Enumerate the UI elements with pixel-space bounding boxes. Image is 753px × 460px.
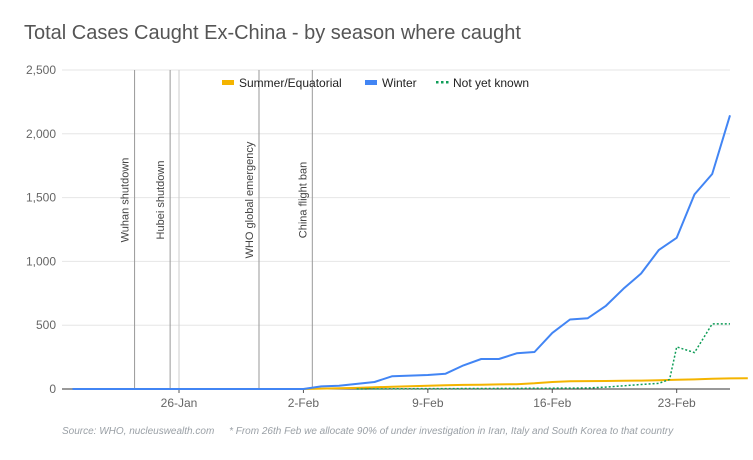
chart-footer: Source: WHO, nucleuswealth.com * From 26… (62, 426, 685, 437)
annotation-label: Hubei shutdown (155, 161, 167, 240)
x-tick-label: 9-Feb (412, 396, 444, 410)
legend-label: Summer/Equatorial (239, 76, 342, 90)
legend-swatch (222, 80, 234, 85)
legend-swatch (441, 81, 444, 84)
legend-label: Not yet known (453, 76, 529, 90)
legend-swatch (436, 81, 439, 84)
annotation-label: Wuhan shutdown (120, 158, 132, 243)
source-note: Source: WHO, nucleuswealth.com (62, 426, 215, 437)
y-tick-label: 1,000 (26, 254, 56, 268)
series-line-not-yet-known (356, 323, 730, 390)
y-tick-label: 0 (49, 382, 56, 396)
series-line-winter (72, 115, 731, 390)
y-tick-label: 2,000 (26, 127, 56, 141)
legend-swatch (365, 80, 377, 85)
chart-title: Total Cases Caught Ex-China - by season … (24, 22, 521, 44)
allocation-note: * From 26th Feb we allocate 90% of under… (229, 426, 674, 437)
y-tick-label: 2,500 (26, 63, 56, 77)
x-tick-label: 16-Feb (533, 396, 571, 410)
annotation-label: WHO global emergency (244, 141, 256, 258)
x-tick-label: 26-Jan (161, 396, 198, 410)
x-tick-label: 23-Feb (658, 396, 696, 410)
y-tick-label: 1,500 (26, 191, 56, 205)
legend-label: Winter (382, 76, 417, 90)
y-tick-label: 500 (36, 318, 56, 332)
legend-swatch (446, 81, 449, 84)
x-tick-label: 2-Feb (288, 396, 320, 410)
annotation-label: China flight ban (297, 162, 309, 238)
